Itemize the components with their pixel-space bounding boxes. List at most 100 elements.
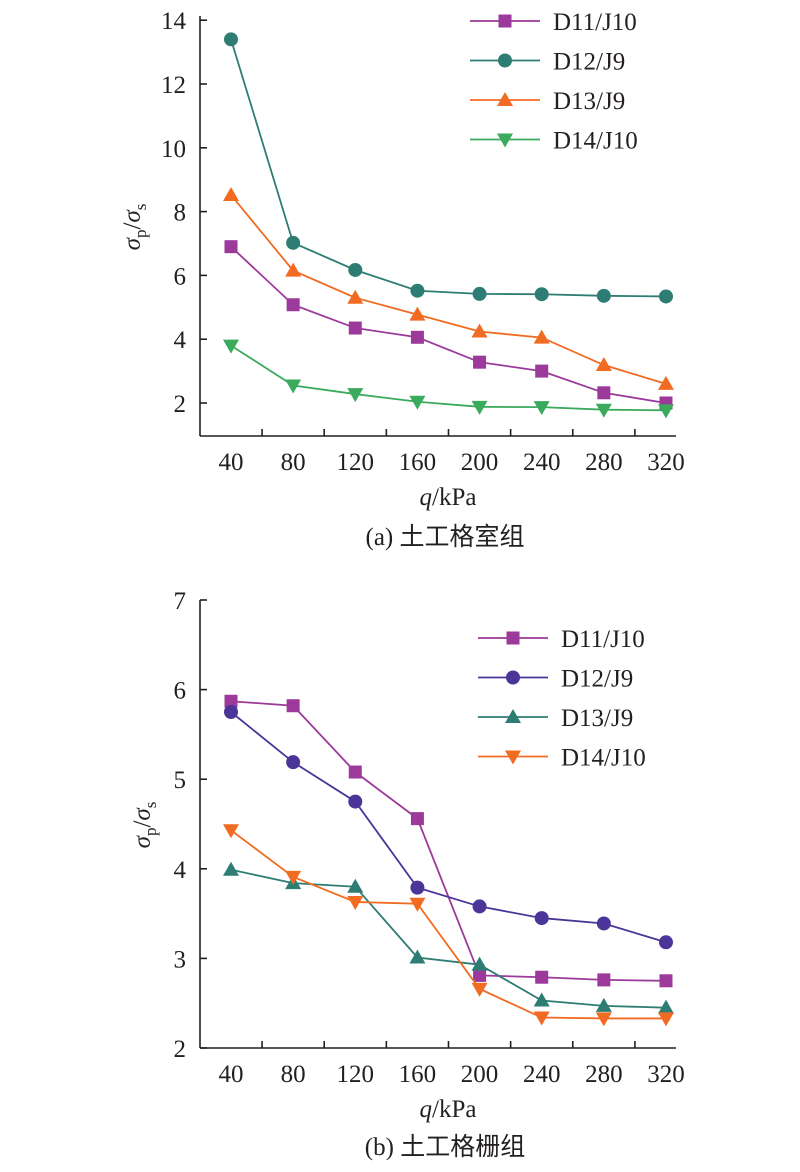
x-tick-label: 280	[585, 1061, 623, 1088]
x-tick-label: 120	[337, 449, 375, 476]
chart-panel-b: 2 3 4 5 6 7 40 80 120 160 200 240 280 320 D11/J10 D12/J…	[129, 588, 685, 1161]
y-tick-label: 12	[161, 72, 186, 99]
y-tick-label: 8	[174, 200, 187, 227]
legend-marker	[498, 53, 512, 68]
x-tick-label: 200	[461, 449, 499, 476]
data-point	[471, 400, 488, 415]
data-point	[657, 375, 674, 390]
data-point	[534, 911, 549, 926]
legend-marker	[497, 92, 513, 106]
x-tick-label: 160	[399, 1061, 437, 1088]
series-line	[230, 711, 667, 944]
data-point	[223, 861, 239, 876]
legend-label: D13/J9	[561, 705, 633, 732]
y-tick-label: 2	[174, 1036, 187, 1063]
data-point	[471, 982, 488, 997]
y-axis-title: σp/σs	[119, 204, 150, 251]
legend-label: D14/J10	[553, 128, 638, 155]
data-point	[285, 379, 302, 394]
series-line	[230, 868, 667, 1009]
data-point	[597, 386, 611, 400]
data-point	[535, 364, 549, 378]
data-point	[347, 895, 364, 910]
series-line	[230, 194, 667, 385]
data-point	[347, 388, 364, 403]
x-tick-label: 80	[281, 1061, 306, 1088]
data-point	[533, 329, 550, 344]
data-point	[286, 699, 300, 713]
data-point	[597, 973, 611, 987]
legend-label: D11/J10	[561, 626, 645, 653]
data-point	[347, 289, 364, 304]
data-point	[473, 355, 487, 369]
panel-caption: (a) 土工格室组	[366, 523, 525, 551]
panel-caption: (b) 土工格栅组	[365, 1133, 525, 1161]
y-tick-label: 3	[174, 946, 187, 973]
data-point	[471, 956, 488, 971]
data-point	[223, 339, 239, 354]
x-tick-label: 320	[647, 1061, 685, 1088]
data-point	[533, 992, 550, 1007]
data-point	[410, 812, 424, 826]
legend-marker	[505, 709, 521, 723]
y-tick-label: 5	[174, 767, 187, 794]
data-point	[409, 949, 426, 964]
x-tick-label: 40	[219, 1061, 244, 1088]
y-axis-title: σp/σs	[129, 802, 160, 849]
y-tick-label: 14	[161, 8, 187, 35]
series-line	[230, 829, 666, 1020]
data-point	[657, 999, 674, 1014]
data-point	[535, 970, 549, 984]
data-point	[534, 287, 549, 302]
y-tick-label: 4	[174, 857, 187, 884]
data-point	[348, 794, 363, 809]
x-tick-label: 280	[585, 449, 623, 476]
legend-marker	[506, 670, 520, 685]
legend-label: D14/J10	[561, 745, 646, 772]
chart-panel-a: 2 4 6 8 10 12 14 40 80 120 160 200 240 280 320 D11/J10 D…	[119, 8, 685, 551]
data-point	[285, 870, 302, 885]
series-line	[230, 246, 667, 404]
legend-label: D12/J9	[561, 666, 633, 693]
data-point	[595, 1012, 612, 1027]
x-tick-label: 200	[461, 1061, 499, 1088]
y-tick-label: 2	[174, 391, 187, 418]
data-point	[410, 880, 425, 895]
data-point	[595, 997, 612, 1012]
x-tick-label: 120	[337, 1061, 375, 1088]
data-point	[595, 403, 612, 418]
legend-marker	[506, 631, 520, 645]
data-point	[473, 968, 487, 982]
series-line	[230, 344, 666, 412]
data-point	[471, 323, 488, 338]
data-point	[224, 705, 238, 719]
data-point	[409, 306, 426, 321]
data-point	[596, 916, 611, 931]
legend-label: D13/J9	[553, 88, 625, 115]
data-point	[223, 824, 239, 839]
data-point	[472, 899, 487, 914]
x-tick-label: 240	[523, 449, 561, 476]
y-tick-label: 4	[174, 327, 187, 354]
data-point	[224, 694, 238, 708]
series-line	[230, 700, 666, 982]
data-point	[658, 935, 673, 950]
data-point	[595, 357, 612, 372]
data-point	[224, 240, 238, 254]
x-tick-label: 240	[523, 1061, 561, 1088]
data-point	[409, 395, 426, 410]
legend-label: D12/J9	[553, 49, 625, 76]
data-point	[348, 321, 362, 335]
x-tick-label: 160	[399, 449, 437, 476]
x-tick-label: 320	[647, 449, 685, 476]
data-point	[286, 755, 301, 770]
data-point	[348, 765, 362, 779]
data-point	[286, 235, 301, 250]
data-point	[410, 283, 425, 298]
x-axis-title: q/kPa	[420, 484, 477, 511]
x-axis-title: q/kPa	[420, 1096, 477, 1123]
data-point	[472, 286, 487, 301]
data-point	[286, 298, 300, 312]
